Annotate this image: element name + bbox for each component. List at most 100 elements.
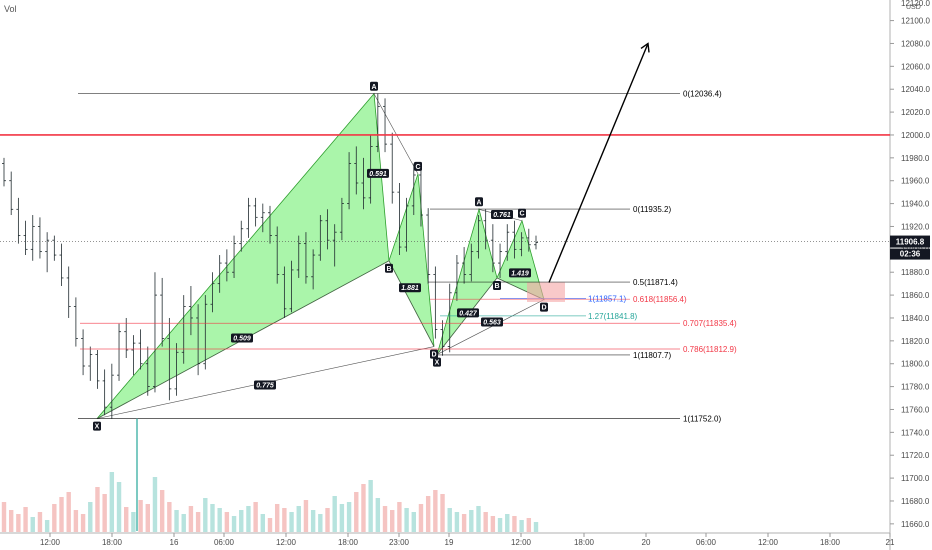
price-tick-label: 12080.0	[901, 39, 930, 48]
pattern-ratio-label: 0.775	[256, 382, 274, 389]
price-tick-label: 11660.0	[901, 520, 930, 529]
volume-bar	[382, 506, 388, 532]
time-tick-label: 18:00	[820, 538, 841, 547]
pattern-ratio-label: 1.881	[401, 285, 419, 292]
volume-bar	[425, 496, 431, 532]
volume-bar	[152, 477, 158, 532]
pattern-point-label: D	[541, 305, 546, 312]
volume-bar	[16, 514, 21, 532]
price-tick-label: 11740.0	[901, 428, 930, 437]
volume-bar	[131, 512, 136, 532]
volume-bar	[73, 510, 79, 532]
pattern-point-label: D	[431, 352, 436, 359]
time-tick-label: 06:00	[214, 538, 235, 547]
volume-bar	[116, 482, 122, 532]
volume-bar	[346, 502, 352, 532]
price-tick-label: 12100.0	[901, 17, 930, 26]
time-tick-label: 20	[642, 538, 651, 547]
volume-bar	[289, 512, 294, 532]
volume-bar	[404, 508, 409, 532]
fib-level-label: 1(11752.0)	[683, 415, 721, 424]
pattern-ratio-badge	[254, 380, 276, 390]
fib-level-label: 0.5(11871.4)	[633, 278, 678, 287]
pattern-ratio-badge	[399, 283, 421, 293]
pattern-point-label: A	[476, 199, 481, 206]
projection-arrow-head	[640, 42, 650, 53]
volume-bar	[52, 504, 57, 532]
pattern-xab-triangle	[96, 92, 390, 419]
volume-bar	[109, 472, 115, 532]
volume-bar	[66, 492, 71, 532]
volume-bar	[174, 510, 179, 532]
price-tick-label: 11880.0	[901, 268, 930, 277]
volume-bar	[519, 520, 524, 532]
volume-bar	[476, 506, 481, 532]
time-tick-label: 12:00	[276, 538, 297, 547]
volume-bar	[124, 507, 129, 532]
time-tick-label: 12:00	[40, 538, 61, 547]
volume-bar	[505, 514, 510, 532]
volume-bar	[23, 507, 28, 532]
volume-bar	[267, 518, 273, 532]
volume-bar	[469, 510, 474, 532]
volume-bar	[526, 518, 532, 532]
price-tick-label: 12060.0	[901, 62, 930, 71]
pattern-point-label: B	[494, 283, 499, 290]
pattern-bcd-triangle	[388, 173, 435, 347]
countdown-tag: 02:36	[900, 250, 921, 259]
volume-bar	[30, 517, 35, 532]
pattern-ratio-badge	[231, 333, 253, 343]
volume-bar	[303, 500, 309, 532]
volume-bar	[210, 504, 215, 532]
volume-bar	[447, 508, 452, 532]
time-tick-label: 12:00	[511, 538, 532, 547]
volume-bar	[354, 492, 359, 532]
price-tick-label: 12120.0	[901, 0, 930, 8]
price-tick-label: 11800.0	[901, 360, 930, 369]
pattern-point-badge	[370, 81, 378, 91]
volume-bar	[80, 514, 86, 532]
pattern-point-label: X	[435, 360, 440, 367]
prz-box	[527, 282, 565, 302]
fib-level-label: 0.618(11856.4)	[633, 295, 687, 304]
volume-bar	[145, 504, 150, 532]
volume-bar	[397, 502, 402, 532]
current-price-tag: 11906.8	[896, 238, 925, 247]
projection-arrow-line	[548, 43, 649, 283]
price-tick-label: 11680.0	[901, 497, 930, 506]
pattern-bd-line	[388, 260, 435, 347]
price-tick-label: 11960.0	[901, 177, 930, 186]
volume-bar	[433, 490, 438, 532]
pattern-point-badge	[540, 302, 548, 312]
pattern-point-badge	[518, 208, 526, 218]
pattern-point-badge	[493, 280, 501, 290]
price-tick-label: 11720.0	[901, 451, 930, 460]
pattern-ratio-badge	[457, 308, 479, 318]
pattern-ac-line	[373, 93, 419, 174]
fib-level-label: 1(11807.7)	[633, 351, 671, 360]
pattern-point-badge	[93, 421, 101, 431]
volume-bar	[490, 516, 496, 532]
volume-bar	[454, 512, 460, 532]
pattern-ratio-badge	[509, 268, 531, 278]
price-tick-label: 11860.0	[901, 291, 930, 300]
time-tick-label: 12:00	[758, 538, 779, 547]
pattern-point-badge	[385, 263, 393, 273]
fib-level-label: 0(11935.2)	[633, 205, 671, 214]
volume-bar	[181, 514, 186, 532]
pattern-point-badge	[430, 349, 438, 359]
volume-bar	[253, 502, 258, 532]
volume-bar	[231, 516, 237, 532]
volume-indicator-label[interactable]: Vol	[4, 4, 17, 14]
volume-bar	[274, 504, 280, 532]
pattern-point-badge	[433, 357, 441, 367]
pattern-point-label: C	[519, 211, 524, 218]
price-tick-label: 11780.0	[901, 383, 930, 392]
time-tick-label: 21	[886, 538, 895, 547]
price-tick-label: 12020.0	[901, 108, 930, 117]
pattern-ratio-badge	[491, 210, 513, 220]
volume-bar	[138, 500, 143, 532]
volume-bar	[296, 506, 301, 532]
